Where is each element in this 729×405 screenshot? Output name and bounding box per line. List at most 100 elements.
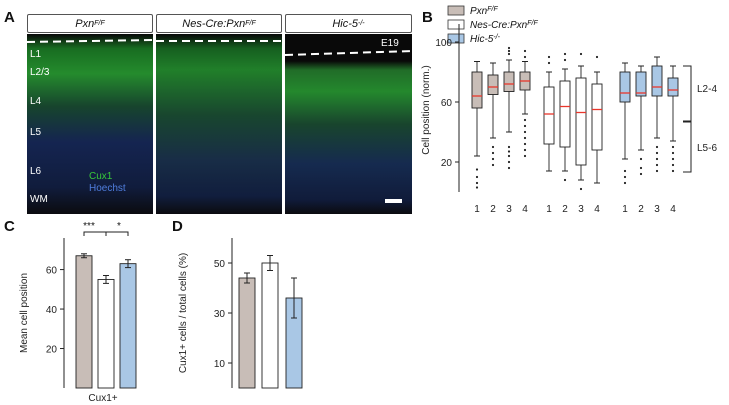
y-tick-label: 100	[435, 38, 452, 49]
chart-b-y-title: Cell position (norm.)	[421, 65, 432, 154]
x-tick-label: 2	[638, 204, 644, 215]
outlier-point	[475, 168, 479, 171]
bar	[238, 277, 256, 389]
outlier-point	[507, 154, 511, 158]
legend-label-hic5: Hic-5-/-	[470, 34, 501, 46]
chart-d-y-title: Cux1+ cells / total cells (%)	[178, 253, 189, 373]
chart-c-significance: *** *	[83, 221, 129, 236]
stain-label-cux1: Cux1	[89, 171, 113, 182]
panel-letter-d: D	[172, 218, 183, 235]
micrograph-control-image	[27, 34, 153, 214]
stain-label-hoechst: Hoechst	[89, 183, 126, 194]
outlier-point	[523, 49, 527, 53]
outlier-point	[623, 181, 627, 185]
outlier-point	[475, 181, 479, 185]
panel-letter-b: B	[422, 9, 433, 26]
box	[575, 77, 587, 166]
micrograph-hic5-image	[285, 34, 412, 214]
outlier-point	[623, 169, 627, 173]
y-tick-label: 20	[441, 158, 453, 169]
outlier-point	[523, 118, 527, 122]
outlier-point	[639, 172, 643, 176]
genotype-name: Pxn	[75, 17, 95, 30]
outlier-point	[655, 157, 659, 161]
outlier-point	[475, 175, 479, 179]
panel-letter-c: C	[4, 218, 15, 235]
outlier-point	[595, 55, 599, 59]
outlier-point	[507, 166, 511, 170]
y-tick-label: 20	[46, 345, 58, 356]
x-tick-label: 4	[522, 204, 528, 215]
y-tick-label: 60	[46, 266, 58, 277]
outlier-point	[523, 55, 527, 59]
bar	[119, 263, 137, 389]
outlier-point	[671, 145, 675, 149]
significance-bracket	[105, 231, 129, 236]
genotype-superscript: -/-	[358, 20, 365, 27]
legend-swatch	[447, 5, 465, 16]
legend-swatch	[447, 33, 465, 44]
box	[651, 65, 663, 97]
outlier-point	[523, 136, 527, 140]
outlier-point	[579, 52, 583, 56]
box	[591, 83, 603, 151]
micrograph-hic5: E19	[285, 34, 412, 214]
genotype-name: Nes-Cre:Pxn	[182, 17, 246, 30]
outlier-point	[639, 157, 643, 161]
outlier-point	[507, 46, 511, 50]
x-tick-label: 1	[474, 204, 480, 215]
chart-b-y-ticks: 20 60 100	[435, 38, 459, 169]
x-tick-label: 3	[506, 204, 512, 215]
chart-b-boxes	[471, 46, 679, 191]
outlier-point	[523, 142, 527, 146]
x-tick-label: 4	[594, 204, 600, 215]
chart-c-y-ticks: 20 40 60	[46, 266, 64, 356]
x-tick-label: 3	[654, 204, 660, 215]
bracket-label-l2-4: L2-4	[697, 84, 717, 95]
age-label: E19	[381, 38, 399, 49]
x-tick-label: 2	[490, 204, 496, 215]
box	[559, 80, 571, 148]
outlier-point	[563, 52, 567, 56]
legend-swatch	[447, 19, 465, 30]
micrograph-nes-cre-image	[156, 34, 282, 214]
legend-label-control: PxnF/F	[470, 6, 498, 18]
chart-d-bars	[238, 255, 303, 389]
pial-surface-line	[285, 50, 412, 56]
bracket-l5-6	[683, 121, 692, 173]
x-tick-label: 2	[562, 204, 568, 215]
genotype-superscript: F/F	[94, 20, 105, 27]
outlier-point	[623, 175, 627, 179]
box	[471, 71, 483, 109]
genotype-name: Hic-5	[332, 17, 359, 30]
outlier-point	[547, 55, 551, 59]
outlier-point	[563, 178, 567, 182]
y-tick-label: 50	[214, 259, 226, 270]
outlier-point	[523, 130, 527, 134]
bar	[75, 255, 93, 389]
chart-b-legend: PxnF/F Nes-Cre:PxnF/F Hic-5-/-	[447, 5, 538, 46]
bracket-label-l5-6: L5-6	[697, 143, 717, 154]
chart-d: 10 30 50 Cux1+ cells / total cells (%)	[178, 238, 303, 389]
y-tick-label: 40	[46, 305, 58, 316]
outlier-point	[563, 58, 567, 62]
significance-label: ***	[83, 221, 95, 232]
micrograph-control: L1 L2/3 L4 L5 L6 WM Cux1 Hoechst	[27, 34, 153, 214]
box	[503, 71, 515, 92]
box	[619, 71, 631, 103]
outlier-point	[491, 163, 495, 167]
outlier-point	[655, 145, 659, 149]
layer-label-wm: WM	[30, 194, 48, 205]
outlier-point	[523, 124, 527, 128]
outlier-point	[507, 145, 511, 149]
outlier-point	[475, 186, 479, 189]
outlier-point	[671, 157, 675, 161]
layer-label-l4: L4	[30, 96, 42, 107]
x-tick-label: 4	[670, 204, 676, 215]
box	[543, 86, 555, 145]
pial-surface-line	[27, 39, 153, 43]
outlier-point	[491, 145, 495, 149]
genotype-label-control: Pxn F/F	[27, 14, 153, 33]
significance-label: *	[117, 221, 121, 232]
